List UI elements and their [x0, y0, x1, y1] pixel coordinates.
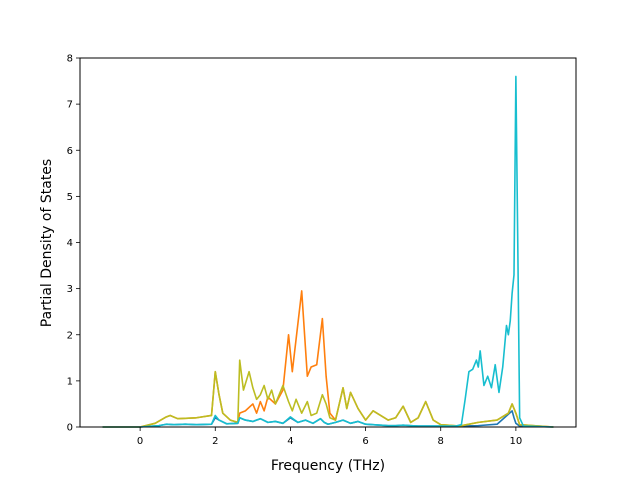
x-tick-label: 6 — [362, 436, 368, 447]
pdos-series-3 — [102, 75, 554, 428]
x-axis-ticks: 0 2 4 6 8 10 — [137, 427, 522, 447]
pdos-series-2 — [102, 359, 554, 428]
series-layer — [102, 75, 554, 428]
y-tick-label: 0 — [67, 423, 73, 434]
y-tick-label: 8 — [67, 54, 73, 65]
y-axis-ticks: 0 1 2 3 4 5 6 7 8 — [67, 54, 80, 434]
y-tick-label: 3 — [67, 284, 73, 295]
x-axis-label: Frequency (THz) — [271, 458, 385, 474]
y-tick-label: 2 — [67, 330, 73, 341]
y-tick-label: 4 — [67, 238, 73, 249]
y-tick-label: 5 — [67, 192, 73, 203]
y-axis-label: Partial Density of States — [39, 159, 55, 327]
x-tick-label: 4 — [287, 436, 293, 447]
x-tick-label: 2 — [212, 436, 218, 447]
y-tick-label: 1 — [67, 376, 73, 387]
x-tick-label: 0 — [137, 436, 143, 447]
y-tick-label: 7 — [67, 100, 73, 111]
x-tick-label: 8 — [438, 436, 444, 447]
x-tick-label: 10 — [510, 436, 523, 447]
y-tick-label: 6 — [67, 146, 73, 157]
